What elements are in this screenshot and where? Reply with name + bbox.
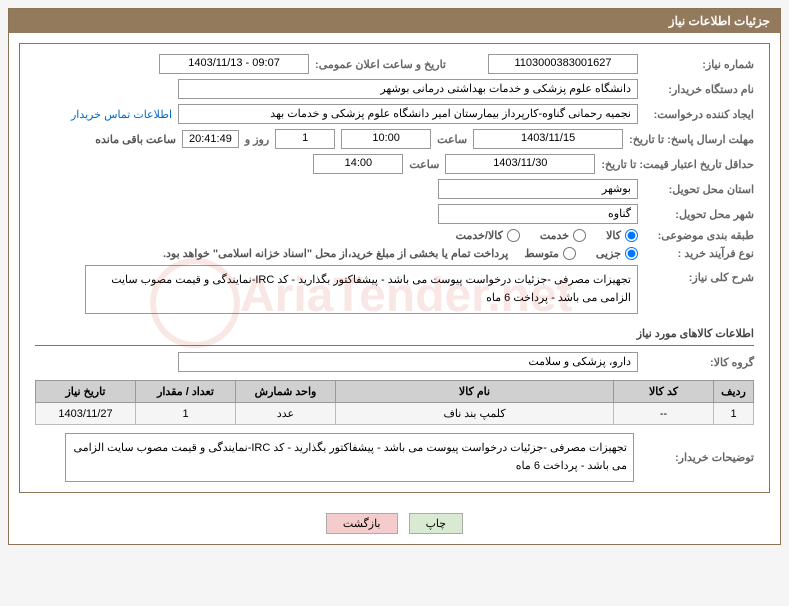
need-no-field: 1103000383001627	[488, 54, 638, 74]
summary-label: شرح کلی نیاز:	[644, 265, 754, 284]
radio-goods-label: کالا	[606, 229, 621, 242]
th-code: کد کالا	[614, 381, 714, 403]
requester-field: نجمیه رحمانی گناوه-کارپرداز بیمارستان ام…	[178, 104, 638, 124]
td-unit: عدد	[236, 403, 336, 425]
radio-service-label: خدمت	[540, 229, 569, 242]
city-label: شهر محل تحویل:	[644, 208, 754, 221]
deadline-time-field: 10:00	[341, 129, 431, 149]
radio-medium[interactable]	[563, 247, 576, 260]
items-table: ردیف کد کالا نام کالا واحد شمارش تعداد /…	[35, 380, 754, 425]
need-no-label: شماره نیاز:	[644, 58, 754, 71]
announce-label: تاریخ و ساعت اعلان عمومی:	[315, 58, 446, 71]
category-radio-group: کالا خدمت کالا/خدمت	[456, 229, 638, 242]
button-row: چاپ بازگشت	[9, 503, 780, 544]
content-panel: شماره نیاز: 1103000383001627 تاریخ و ساع…	[19, 43, 770, 493]
table-row: 1 -- کلمپ بند ناف عدد 1 1403/11/27	[36, 403, 754, 425]
deadline-label: مهلت ارسال پاسخ: تا تاریخ:	[629, 133, 754, 146]
validity-label: حداقل تاریخ اعتبار قیمت: تا تاریخ:	[601, 158, 754, 171]
th-date: تاریخ نیاز	[36, 381, 136, 403]
radio-small[interactable]	[625, 247, 638, 260]
buyer-org-label: نام دستگاه خریدار:	[644, 83, 754, 96]
buyer-contact-link[interactable]: اطلاعات تماس خریدار	[71, 108, 172, 121]
buyer-notes-label: توضیحات خریدار:	[644, 451, 754, 464]
category-label: طبقه بندی موضوعی:	[644, 229, 754, 242]
td-code: --	[614, 403, 714, 425]
validity-time-field: 14:00	[313, 154, 403, 174]
announce-field: 1403/11/13 - 09:07	[159, 54, 309, 74]
back-button[interactable]: بازگشت	[326, 513, 398, 534]
th-row: ردیف	[714, 381, 754, 403]
process-label: نوع فرآیند خرید :	[644, 247, 754, 260]
td-date: 1403/11/27	[36, 403, 136, 425]
province-label: استان محل تحویل:	[644, 183, 754, 196]
items-section-title: اطلاعات کالاهای مورد نیاز	[35, 322, 754, 346]
time-label-2: ساعت	[409, 158, 439, 171]
requester-label: ایجاد کننده درخواست:	[644, 108, 754, 121]
radio-both-label: کالا/خدمت	[456, 229, 503, 242]
countdown-timer: 20:41:49	[182, 130, 239, 148]
radio-goods[interactable]	[625, 229, 638, 242]
days-and-label: روز و	[245, 133, 269, 146]
buyer-org-field: دانشگاه علوم پزشکی و خدمات بهداشتی درمان…	[178, 79, 638, 99]
summary-box: تجهیزات مصرفی -جزئیات درخواست پیوست می ب…	[85, 265, 638, 314]
td-n: 1	[714, 403, 754, 425]
radio-small-label: جزیی	[596, 247, 621, 260]
days-remaining-field: 1	[275, 129, 335, 149]
radio-service[interactable]	[573, 229, 586, 242]
th-unit: واحد شمارش	[236, 381, 336, 403]
group-label: گروه کالا:	[644, 356, 754, 369]
validity-date-field: 1403/11/30	[445, 154, 595, 174]
process-note: پرداخت تمام یا بخشی از مبلغ خرید،از محل …	[163, 247, 508, 260]
td-qty: 1	[136, 403, 236, 425]
radio-both[interactable]	[507, 229, 520, 242]
buyer-notes-box: تجهیزات مصرفی -جزئیات درخواست پیوست می ب…	[65, 433, 634, 482]
td-item-name: کلمپ بند ناف	[336, 403, 614, 425]
process-radio-group: جزیی متوسط	[524, 247, 638, 260]
th-name: نام کالا	[336, 381, 614, 403]
th-qty: تعداد / مقدار	[136, 381, 236, 403]
city-field: گناوه	[438, 204, 638, 224]
radio-medium-label: متوسط	[524, 247, 559, 260]
deadline-date-field: 1403/11/15	[473, 129, 623, 149]
province-field: بوشهر	[438, 179, 638, 199]
title-bar: جزئیات اطلاعات نیاز	[9, 9, 780, 33]
print-button[interactable]: چاپ	[409, 513, 464, 534]
remaining-label: ساعت باقی مانده	[95, 133, 176, 146]
main-frame: جزئیات اطلاعات نیاز شماره نیاز: 11030003…	[8, 8, 781, 545]
group-field: دارو، پزشکی و سلامت	[178, 352, 638, 372]
time-label-1: ساعت	[437, 133, 467, 146]
